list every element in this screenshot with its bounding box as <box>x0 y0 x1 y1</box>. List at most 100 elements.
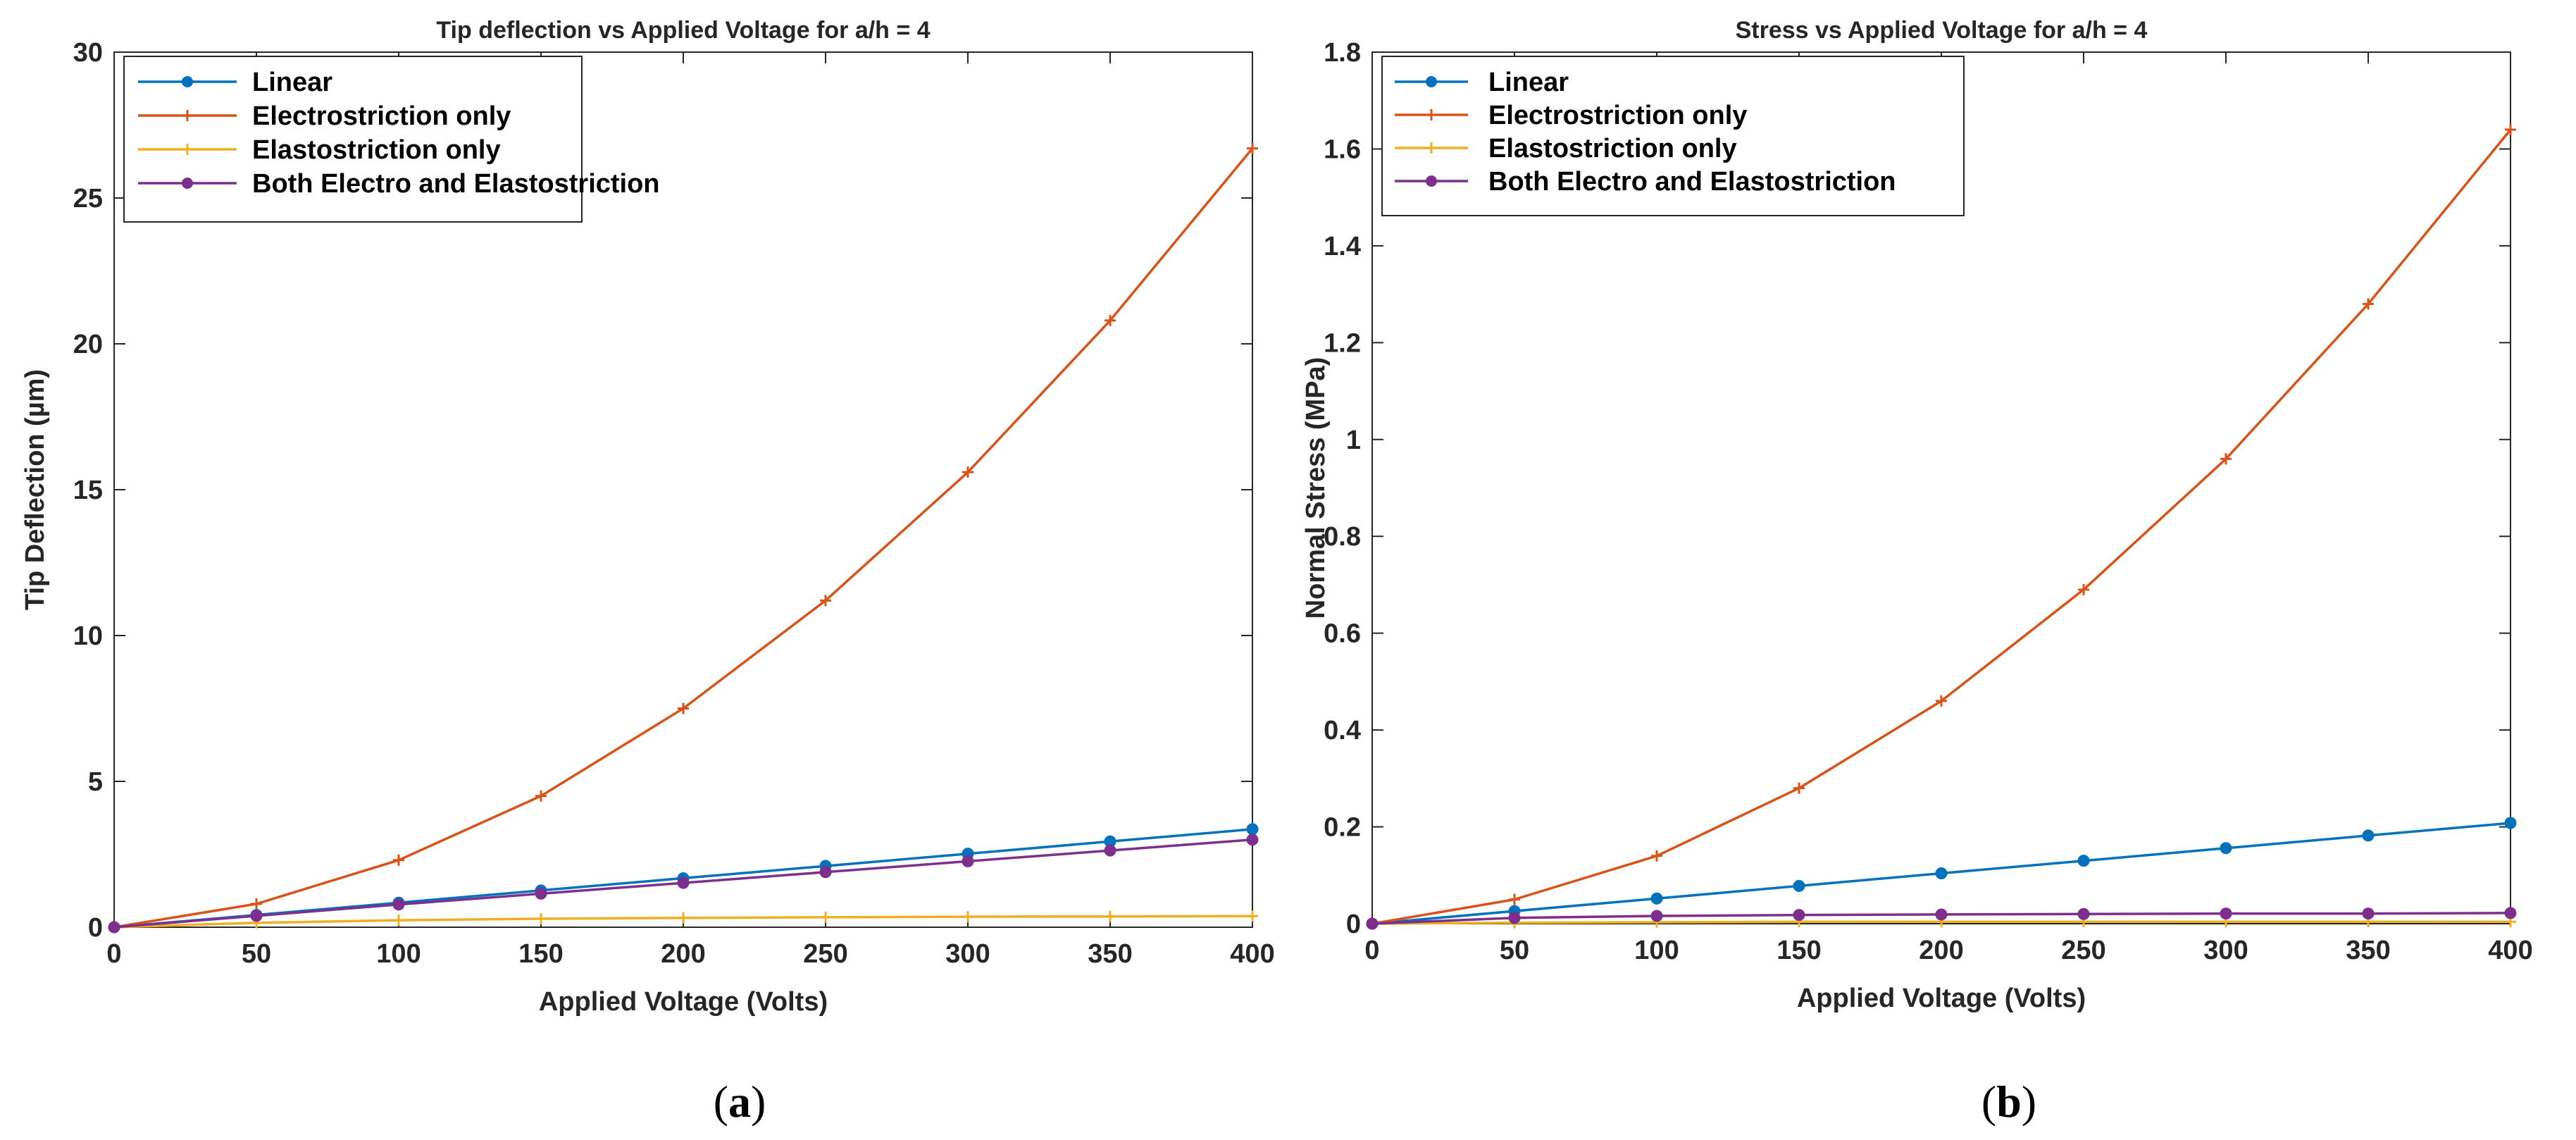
x-tick-label: 50 <box>242 939 271 969</box>
series-electrostriction-only <box>108 142 1258 933</box>
x-tick-label: 100 <box>1634 936 1679 965</box>
y-tick-label: 0.2 <box>1324 813 1361 843</box>
x-tick-label: 300 <box>2203 936 2248 965</box>
data-point <box>2504 817 2517 829</box>
data-point <box>535 887 547 900</box>
legend-marker <box>182 178 193 189</box>
y-tick-label: 1.2 <box>1324 328 1361 358</box>
data-point <box>2504 907 2517 919</box>
data-point <box>251 898 262 910</box>
data-point <box>1650 892 1663 905</box>
y-tick-label: 20 <box>73 330 103 359</box>
data-point <box>1935 867 1948 880</box>
y-tick-label: 0.4 <box>1324 716 1361 745</box>
data-point <box>2362 829 2375 842</box>
legend-entry: Linear <box>1488 68 1569 97</box>
data-point <box>820 911 831 923</box>
data-point <box>2077 907 2090 920</box>
data-point <box>2220 907 2232 920</box>
panel-label-open: ( <box>1981 1077 1996 1127</box>
data-point <box>2363 298 2374 310</box>
series-both-electro-and-elastostriction <box>108 834 1259 934</box>
panel-label-close: ) <box>751 1077 766 1127</box>
x-tick-label: 350 <box>1088 939 1132 969</box>
legend-marker <box>1426 109 1437 120</box>
data-point <box>1935 908 1948 921</box>
data-point <box>2220 453 2232 465</box>
data-point <box>1651 850 1662 862</box>
data-point <box>1793 909 1805 922</box>
y-axis-label: Normal Stress (MPa) <box>1301 357 1331 619</box>
panel-label-letter: b <box>1996 1077 2022 1127</box>
data-point <box>1104 844 1116 857</box>
data-point <box>1246 823 1259 836</box>
series-both-electro-and-elastostriction <box>1366 907 2517 930</box>
data-point <box>962 466 973 478</box>
data-point <box>535 912 547 924</box>
y-tick-label: 1.6 <box>1324 135 1361 164</box>
x-tick-label: 400 <box>2488 936 2532 965</box>
chart-panel-a: 0 50 100 150 200 250 300 350 400 0 5 10 15 20 25 30 Tip … <box>20 17 1275 1017</box>
legend-marker <box>182 110 193 121</box>
data-point <box>393 854 404 866</box>
x-axis-label: Applied Voltage (Volts) <box>539 987 828 1017</box>
data-point <box>535 790 547 802</box>
x-tick-label: 150 <box>518 939 563 969</box>
y-tick-label: 1.8 <box>1324 38 1361 68</box>
y-tick-label: 10 <box>73 621 103 651</box>
data-point <box>392 898 405 911</box>
panel-label: (b) <box>1981 1077 2036 1127</box>
data-point <box>1247 142 1258 154</box>
y-tick-label: 5 <box>88 767 103 797</box>
panel-label: (a) <box>714 1077 766 1127</box>
x-tick-label: 0 <box>1364 936 1379 965</box>
x-tick-label: 250 <box>803 939 847 969</box>
chart-panel-b: 0 50 100 150 200 250 300 350 400 0 0.2 0.4 0.6 0.8 1 1.… <box>1301 17 2533 1013</box>
legend-marker <box>1426 142 1437 154</box>
data-point <box>1793 782 1805 794</box>
x-tick-label: 200 <box>1919 936 1963 965</box>
series-electrostriction-only <box>1367 123 2516 929</box>
x-tick-label: 250 <box>2061 936 2105 965</box>
data-point <box>1650 910 1663 922</box>
x-tick-label: 100 <box>376 939 421 969</box>
y-tick-label: 1 <box>1346 426 1361 455</box>
y-tick-label: 30 <box>73 38 103 68</box>
x-tick-label: 400 <box>1230 939 1274 969</box>
legend-entry: Elastostriction only <box>1488 134 1737 163</box>
legend-entry: Electrostriction only <box>252 101 511 131</box>
data-point <box>1246 834 1259 846</box>
legend-box <box>1381 56 1965 216</box>
x-tick-label: 350 <box>2346 936 2390 965</box>
legend-marker <box>182 76 193 87</box>
panel-label-letter: a <box>728 1077 751 1127</box>
legend-entry: Electrostriction only <box>1488 101 1747 130</box>
data-point <box>1793 879 1805 892</box>
y-tick-label: 0 <box>88 913 103 943</box>
x-tick-label: 200 <box>661 939 705 969</box>
legend: Linear Electrostriction only Elastostricti… <box>123 56 660 223</box>
legend-entry: Both Electro and Elastostriction <box>252 169 660 199</box>
data-point <box>1366 917 1379 930</box>
y-tick-label: 0.8 <box>1324 522 1361 552</box>
x-tick-label: 300 <box>945 939 990 969</box>
data-point <box>2220 842 2232 855</box>
legend: Linear Electrostriction only Elastostricti… <box>1381 56 1965 216</box>
legend-marker <box>182 144 193 155</box>
y-tick-label: 1.4 <box>1324 232 1361 261</box>
data-point <box>820 595 831 607</box>
data-point <box>678 702 689 714</box>
data-point <box>2505 123 2516 135</box>
data-point <box>1105 910 1116 922</box>
legend-entry: Both Electro and Elastostriction <box>1488 167 1896 197</box>
chart-title: Stress vs Applied Voltage for a/h = 4 <box>1736 17 2148 44</box>
chart-title: Tip deflection vs Applied Voltage for a/… <box>436 17 930 44</box>
data-point <box>962 855 974 867</box>
data-point <box>393 915 404 927</box>
data-point <box>678 912 689 924</box>
x-tick-label: 150 <box>1777 936 1821 965</box>
data-point <box>1247 910 1258 922</box>
data-point <box>2077 855 2090 867</box>
data-point <box>1936 695 1947 707</box>
